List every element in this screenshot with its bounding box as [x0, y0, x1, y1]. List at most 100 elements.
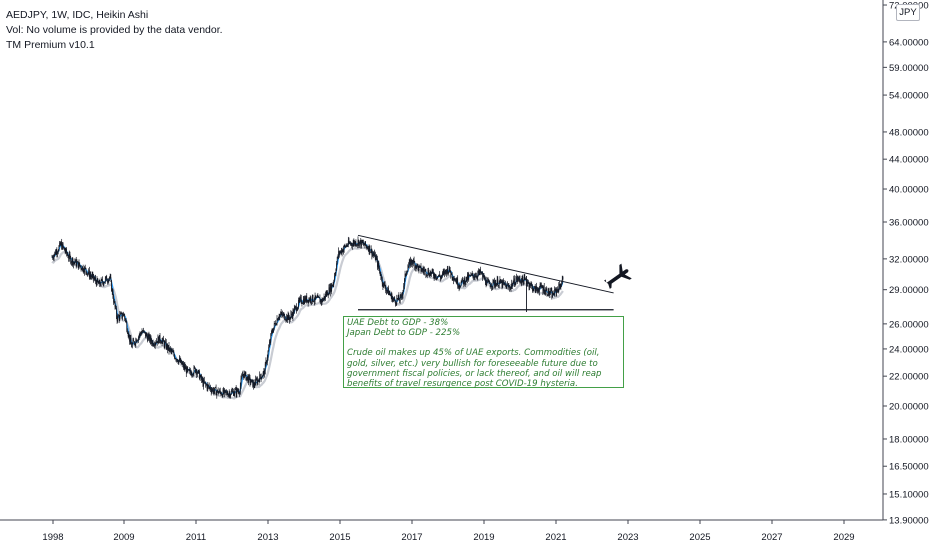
candle — [230, 389, 232, 396]
candle — [250, 378, 252, 386]
candle — [397, 294, 399, 301]
candle — [531, 282, 533, 289]
candle — [512, 282, 513, 290]
candle — [81, 268, 83, 270]
candle — [271, 329, 272, 336]
candle — [314, 297, 315, 306]
candle — [288, 312, 290, 320]
candle — [466, 276, 468, 282]
candle — [222, 387, 224, 398]
candle — [437, 276, 438, 279]
candle — [419, 265, 421, 269]
candle — [384, 281, 386, 289]
candle — [176, 358, 178, 362]
candle — [152, 340, 153, 347]
candle — [68, 250, 70, 262]
candle — [57, 250, 58, 258]
candle — [291, 311, 292, 318]
candle — [360, 238, 362, 249]
candle — [170, 348, 172, 355]
candle — [560, 283, 562, 291]
candle — [335, 268, 337, 276]
candle — [294, 305, 296, 311]
candle — [467, 272, 468, 284]
candle — [338, 247, 339, 260]
candle — [543, 285, 544, 294]
candle — [113, 294, 114, 305]
candle — [92, 271, 94, 279]
indicator-name[interactable]: TM Premium v10.1 — [6, 39, 95, 51]
text-annotation[interactable]: UAE Debt to GDP - 38% Japan Debt to GDP … — [343, 316, 624, 389]
candle — [88, 268, 90, 275]
currency-badge[interactable]: JPY — [896, 4, 920, 21]
candle — [420, 263, 422, 274]
candle — [182, 360, 184, 368]
candle — [533, 286, 535, 292]
candle — [338, 250, 340, 258]
candle — [228, 389, 230, 398]
candle — [191, 371, 193, 378]
candle — [281, 311, 283, 318]
candle — [340, 250, 342, 254]
candle — [361, 239, 362, 249]
symbol-title[interactable]: AEDJPY, 1W, IDC, Heikin Ashi — [6, 9, 149, 21]
candle — [460, 285, 461, 288]
candle — [478, 269, 480, 275]
candle — [266, 354, 268, 366]
candle — [352, 242, 353, 250]
candle — [470, 272, 472, 277]
candle — [522, 274, 524, 283]
candle — [130, 334, 132, 345]
candle — [517, 275, 519, 283]
candle — [95, 274, 96, 285]
candle — [345, 245, 346, 248]
candle — [159, 333, 161, 344]
candle — [215, 386, 216, 389]
candle — [491, 286, 493, 291]
candle — [444, 268, 445, 278]
candle — [407, 264, 409, 272]
candle — [475, 272, 477, 278]
candle — [377, 261, 379, 269]
descending-trendline[interactable] — [357, 234, 614, 294]
candle — [431, 271, 432, 277]
airplane-icon — [604, 263, 632, 289]
candle — [433, 272, 435, 281]
candle — [252, 379, 254, 388]
candle — [550, 287, 551, 296]
candle — [201, 373, 202, 384]
candle — [516, 275, 518, 285]
candle — [283, 312, 285, 317]
candle — [530, 281, 532, 287]
candle — [348, 237, 350, 245]
candle — [113, 298, 115, 304]
candle — [98, 280, 99, 284]
candle — [134, 340, 135, 346]
candle — [185, 365, 187, 378]
candle — [441, 275, 443, 279]
candle — [552, 290, 554, 296]
candle — [61, 238, 63, 250]
candle — [107, 278, 108, 285]
candle — [272, 328, 274, 334]
candle — [185, 364, 186, 370]
candle — [127, 328, 128, 335]
drawings[interactable] — [357, 234, 614, 311]
candle — [462, 280, 464, 288]
candle — [349, 241, 351, 244]
candle — [143, 327, 144, 333]
time-axis[interactable]: 1998 2009 2011 2013 2015 2017 2019 2021 2023 2025… — [42, 520, 855, 543]
price-tick-label: 40.00000 — [889, 185, 929, 196]
candle — [353, 238, 355, 247]
candle — [131, 342, 132, 348]
price-axis[interactable]: 72.0000064.0000059.0000054.0000048.00000… — [883, 1, 929, 527]
candle — [247, 374, 249, 384]
candle — [510, 283, 512, 293]
candle — [194, 367, 196, 374]
candle — [151, 338, 153, 347]
candle — [423, 266, 425, 276]
candle — [207, 381, 209, 392]
candle — [406, 270, 407, 277]
candle — [163, 335, 164, 342]
